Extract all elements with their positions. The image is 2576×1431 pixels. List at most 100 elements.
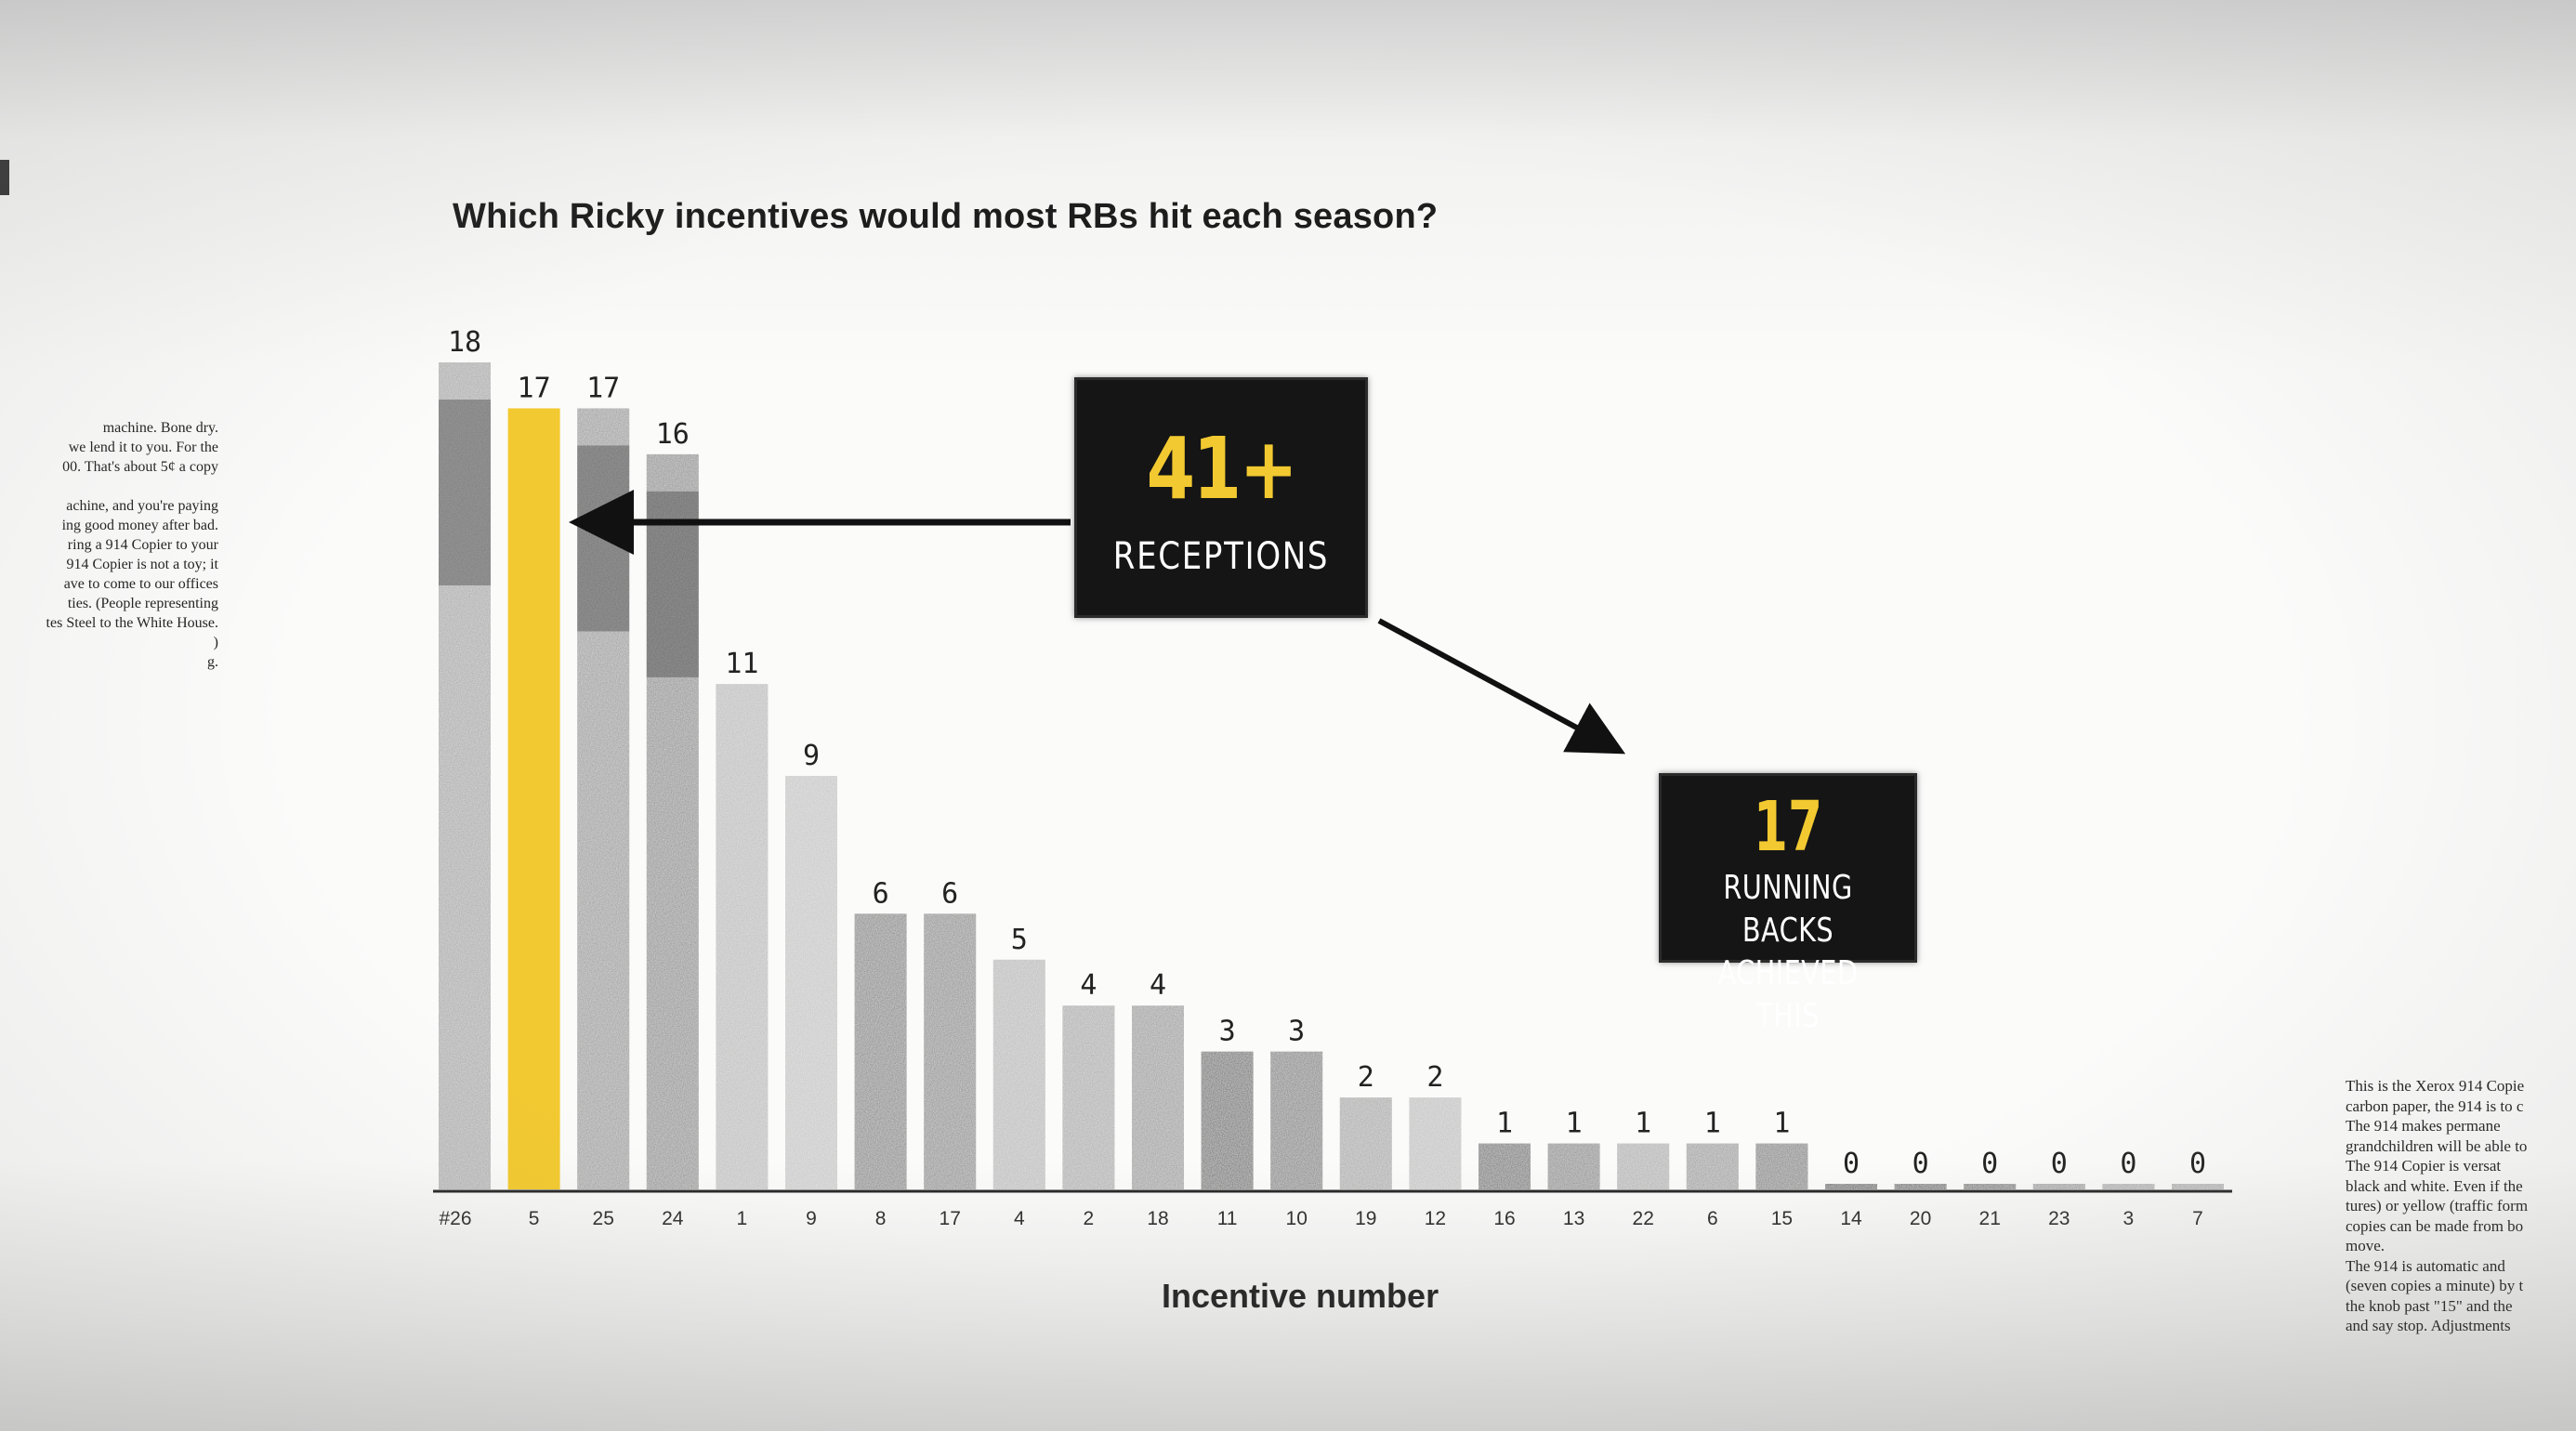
- x-tick-label: 15: [1771, 1208, 1793, 1229]
- x-tick-label: 18: [1147, 1208, 1168, 1229]
- right-clipping-line: The 914 Copier is versat: [2346, 1157, 2502, 1175]
- x-tick-label: 11: [1217, 1208, 1238, 1229]
- x-tick-label: 1: [737, 1208, 748, 1229]
- left-clipping-line: tes Steel to the White House.: [46, 615, 218, 631]
- x-tick-label: 7: [2192, 1208, 2203, 1229]
- bar-value-label: 4: [1150, 969, 1166, 1002]
- x-tick-label: 13: [1563, 1208, 1584, 1229]
- right-clipping-line: The 914 makes permane: [2346, 1117, 2501, 1135]
- bar: [439, 362, 491, 1189]
- highlighted-bar: [507, 408, 560, 1189]
- x-tick-label: 10: [1286, 1208, 1308, 1229]
- bar: [785, 776, 837, 1189]
- tick-labels-group: #26 5 25 24 1 9 8 17 4 2 18 11 10 19 12 16 13 22 6 15 14 20 21…: [439, 1208, 2202, 1229]
- bar-value-label: 1: [1566, 1108, 1583, 1140]
- running-backs-line-1: RUNNING BACKS: [1723, 869, 1853, 950]
- right-clipping-line: (seven copies a minute) by t: [2346, 1277, 2524, 1294]
- bar: [1062, 1005, 1115, 1189]
- bar: [1409, 1097, 1462, 1189]
- bar-value-label: 3: [1288, 1016, 1305, 1048]
- bar-value-label: 3: [1219, 1016, 1236, 1048]
- x-tick-label: 16: [1493, 1208, 1515, 1229]
- bar-value-label: 11: [725, 648, 758, 680]
- right-clipping-line: grandchildren will be able to: [2346, 1136, 2528, 1155]
- bar-value-label: 1: [1773, 1108, 1790, 1140]
- left-newspaper-clipping: machine. Bone dry. we lend it to you. For…: [0, 418, 218, 672]
- x-tick-label: 19: [1355, 1208, 1376, 1229]
- x-axis-label: Incentive number: [1162, 1277, 1439, 1315]
- right-newspaper-clipping: This is the Xerox 914 Copie carbon paper,…: [2346, 1076, 2576, 1336]
- x-tick-label: 24: [662, 1208, 684, 1229]
- bar: [1547, 1143, 1600, 1189]
- bar-value-label: 6: [941, 877, 958, 910]
- bar: [1825, 1184, 1877, 1189]
- bar: [1270, 1051, 1323, 1189]
- left-clipping-line: ing good money after bad.: [61, 518, 218, 533]
- x-tick-label: 25: [593, 1208, 614, 1229]
- bar: [854, 913, 907, 1189]
- right-clipping-line: copies can be made from bo: [2346, 1216, 2524, 1235]
- x-tick-label: 2: [1084, 1208, 1095, 1229]
- x-tick-label: 3: [2123, 1208, 2135, 1229]
- bar: [1755, 1143, 1808, 1189]
- bar-value-label: 0: [1843, 1148, 1860, 1180]
- x-tick-label: 4: [1014, 1208, 1025, 1229]
- bar: [1964, 1184, 2017, 1189]
- right-clipping-line: The 914 is automatic and: [2346, 1256, 2505, 1275]
- left-clipping-line: achine, and you're paying: [66, 498, 218, 514]
- clipping-edge-mark: [0, 160, 9, 195]
- bar-value-label: 18: [448, 326, 481, 359]
- bar: [1479, 1143, 1531, 1189]
- bar: [1894, 1184, 1947, 1189]
- bar: [992, 959, 1045, 1189]
- receptions-callout: 41+ RECEPTIONS: [1077, 380, 1365, 615]
- bar-value-label: 2: [1358, 1061, 1374, 1094]
- right-clipping-line: carbon paper, the 914 is to c: [2346, 1096, 2524, 1115]
- bar: [646, 453, 699, 1189]
- right-clipping-line: black and white. Even if the: [2346, 1176, 2523, 1195]
- left-clipping-line: ): [213, 635, 218, 650]
- running-backs-line-2: ACHIEVED THIS: [1717, 954, 1859, 1035]
- x-tick-label: 17: [940, 1208, 961, 1229]
- right-clipping-line: This is the Xerox 914 Copie: [2346, 1077, 2525, 1095]
- bar: [924, 913, 977, 1189]
- bar-value-label: 1: [1496, 1108, 1513, 1140]
- x-tick-label: 12: [1425, 1208, 1446, 1229]
- left-clipping-line: machine. Bone dry.: [102, 420, 218, 436]
- right-clipping-line: tures) or yellow (traffic form: [2346, 1197, 2529, 1214]
- right-clipping-line: move.: [2346, 1237, 2385, 1254]
- receptions-label: RECEPTIONS: [1112, 535, 1330, 578]
- running-backs-callout: 17 RUNNING BACKS ACHIEVED THIS: [1662, 776, 1914, 1035]
- arrow-to-rb-callout: [1377, 618, 1626, 755]
- bar-value-label: 0: [2120, 1148, 2136, 1180]
- left-clipping-line: we lend it to you. For the: [68, 440, 218, 455]
- left-clipping-line: 914 Copier is not a toy; it: [66, 557, 218, 572]
- bar: [1201, 1051, 1254, 1189]
- bar-shade: [439, 400, 491, 585]
- bar-value-label: 2: [1426, 1061, 1443, 1094]
- bar: [1132, 1005, 1184, 1189]
- bar-value-label: 17: [586, 372, 620, 404]
- bar-shade: [577, 445, 630, 632]
- bar-value-label: 0: [2051, 1148, 2068, 1180]
- bar-value-label: 9: [803, 740, 820, 772]
- running-backs-value: 17: [1753, 787, 1823, 867]
- right-clipping-line: the knob past "15" and the: [2346, 1296, 2513, 1315]
- x-tick-label: 5: [529, 1208, 540, 1229]
- chart-title: Which Ricky incentives would most RBs hi…: [453, 197, 1439, 236]
- bar: [2172, 1184, 2224, 1189]
- bar-value-label: 1: [1635, 1108, 1651, 1140]
- bar-value-label: 6: [873, 877, 889, 910]
- running-backs-label: RUNNING BACKS ACHIEVED THIS: [1687, 867, 1889, 1038]
- bar: [1339, 1097, 1392, 1189]
- x-tick-label: 23: [2048, 1208, 2070, 1229]
- bar-value-label: 17: [518, 372, 551, 404]
- left-clipping-line: ave to come to our offices: [63, 576, 218, 592]
- left-clipping-line: 00. That's about 5¢ a copy: [62, 459, 218, 475]
- bar-value-label: 4: [1080, 969, 1097, 1002]
- left-clipping-line: g.: [207, 654, 218, 670]
- bar-value-label: 16: [656, 418, 690, 451]
- x-tick-label: 21: [1979, 1208, 2001, 1229]
